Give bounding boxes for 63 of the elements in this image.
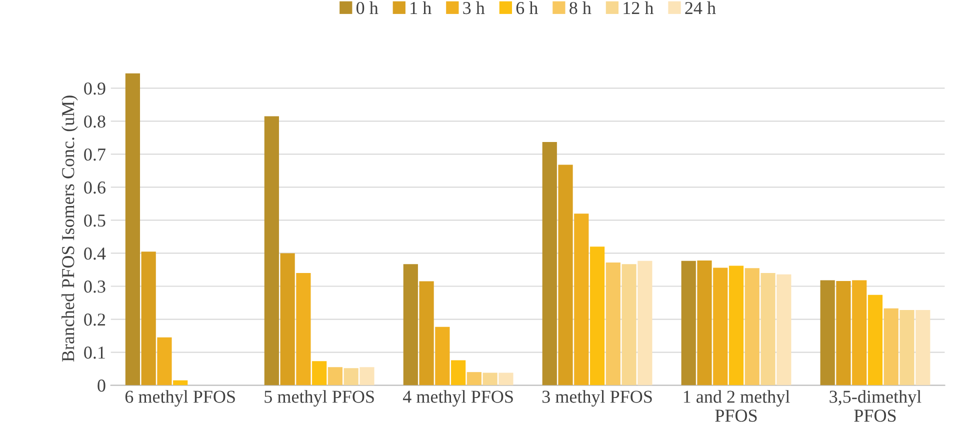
- bar: [328, 367, 343, 386]
- bar: [312, 361, 327, 386]
- legend-label: 12 h: [624, 1, 654, 14]
- y-tick-label: 0.6: [84, 181, 106, 194]
- x-tick-label: 4 methyl PFOS: [402, 390, 513, 407]
- bar: [681, 260, 696, 386]
- y-tick-label: 0.7: [84, 148, 106, 161]
- bar: [606, 262, 620, 386]
- legend-label: 6 h: [516, 1, 538, 14]
- bar: [141, 252, 156, 386]
- y-tick-label: 0.8: [84, 115, 106, 128]
- bar: [450, 360, 466, 386]
- bar: [360, 367, 374, 386]
- y-tick-label: 0: [98, 380, 106, 392]
- bar: [125, 73, 140, 386]
- bar: [884, 308, 898, 386]
- y-tick-label: 0.2: [84, 314, 106, 326]
- x-tick-label: 5 methyl PFOS: [264, 390, 374, 407]
- legend-label: 3 h: [463, 1, 485, 14]
- x-tick-label: 3 methyl PFOS: [542, 390, 652, 407]
- bar: [836, 280, 851, 386]
- bar: [466, 372, 482, 386]
- legend-label: 24 h: [685, 1, 716, 14]
- bar: [403, 264, 418, 386]
- bar: [713, 268, 728, 386]
- bar: [622, 264, 636, 386]
- bar: [760, 273, 776, 386]
- bar: [344, 368, 358, 386]
- bar: [820, 280, 835, 386]
- bar: [900, 310, 914, 386]
- bar: [776, 274, 792, 386]
- y-tick-label: 0.5: [84, 214, 106, 227]
- bar: [280, 253, 295, 386]
- bar: [574, 214, 589, 386]
- bar: [419, 281, 434, 386]
- bar: [296, 273, 311, 386]
- bar: [916, 310, 930, 386]
- bar: [728, 266, 744, 386]
- y-tick-label: 0.4: [84, 247, 106, 260]
- bar: [435, 326, 450, 386]
- bar: [638, 260, 652, 386]
- x-tick-label: 1 and 2 methyl PFOS: [684, 390, 790, 422]
- bar: [157, 337, 172, 386]
- bar: [697, 260, 712, 386]
- y-tick-label: 0.1: [84, 346, 105, 359]
- legend-label: 0 h: [356, 1, 378, 14]
- y-axis-title: Branched PFOS Isomers Conc. (uM): [62, 96, 78, 362]
- legend-label: 1 h: [410, 1, 432, 14]
- bar: [590, 246, 605, 386]
- bar: [868, 294, 883, 386]
- y-tick-label: 0.9: [84, 82, 106, 95]
- x-tick-label: 6 methyl PFOS: [125, 390, 235, 407]
- bar: [173, 380, 188, 386]
- y-tick-label: 0.3: [84, 280, 106, 293]
- bar: [498, 372, 514, 386]
- x-tick-label: 3,5-dimethyl PFOS: [830, 390, 922, 422]
- bar: [744, 268, 760, 386]
- bar: [542, 142, 557, 386]
- bar: [852, 280, 867, 386]
- legend-label: 8 h: [570, 1, 592, 14]
- bar: [558, 164, 573, 386]
- bar: [264, 116, 279, 386]
- bar: [482, 372, 498, 386]
